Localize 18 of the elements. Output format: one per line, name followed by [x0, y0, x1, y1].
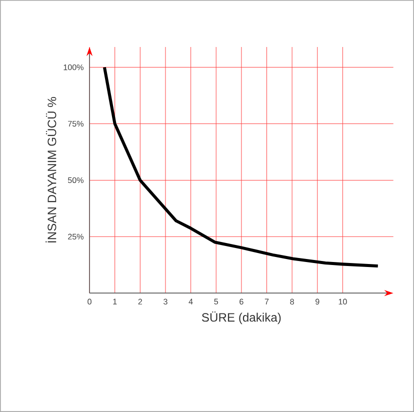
line-series: [102, 66, 380, 268]
x-tick-label: 3: [164, 298, 168, 305]
x-axis-title: SÜRE (dakika): [202, 311, 281, 324]
x-tick-label: 10: [338, 298, 347, 305]
y-tick-label: 100%: [64, 64, 84, 70]
y-tick-label: 75%: [68, 120, 84, 127]
x-tick-label: 7: [264, 298, 269, 304]
x-tick-label: 2: [138, 298, 142, 304]
x-tick-label: 5: [214, 298, 218, 304]
x-tick-label: 0: [88, 298, 92, 305]
x-tick-label: 1: [113, 298, 117, 304]
x-tick-label: 4: [188, 298, 193, 304]
x-tick-label: 8: [290, 298, 294, 305]
y-tick-label: 50%: [68, 177, 84, 184]
y-tick-label: 25%: [68, 234, 84, 240]
y-axis-title: İNSAN DAYANIM GÜCÜ %: [46, 97, 56, 242]
x-tick-label: 9: [316, 298, 320, 305]
x-tick-label: 6: [240, 298, 244, 305]
